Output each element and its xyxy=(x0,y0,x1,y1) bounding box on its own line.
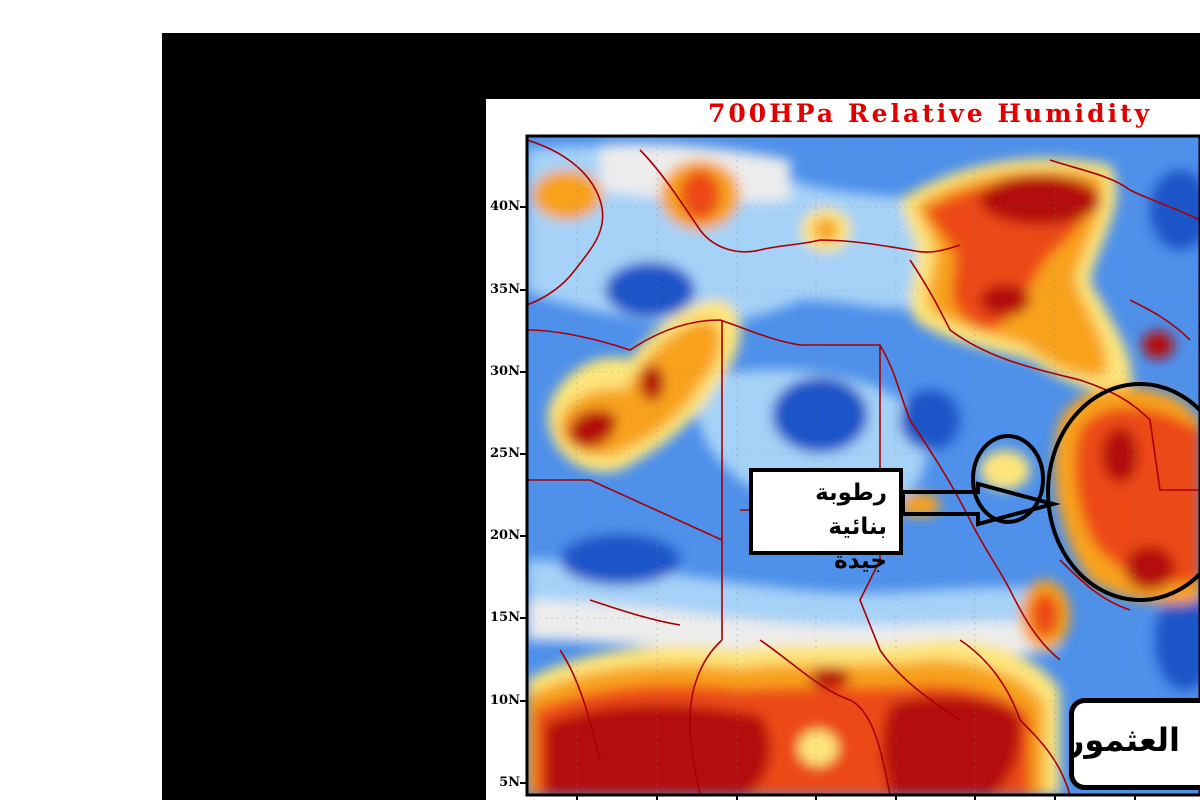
moist-turkey-orange xyxy=(814,218,838,242)
map-frame xyxy=(525,134,1200,797)
moist-saudi-core xyxy=(1102,427,1138,483)
lat-label-25n: 25N xyxy=(490,446,520,461)
annotation-circle-large xyxy=(1046,382,1200,602)
moist-saudi-core-2 xyxy=(1125,546,1175,590)
signature-name: العثمور xyxy=(1069,721,1180,759)
lat-label-40n: 40N xyxy=(490,199,520,214)
lat-label-20n: 20N xyxy=(490,528,520,543)
map-title: 700HPa Relative Humidity xyxy=(708,99,1153,128)
annotation-line-1: رطوبة بنائية xyxy=(815,480,887,540)
lat-label-10n: 10N xyxy=(490,693,520,708)
moist-libya-core xyxy=(568,409,617,448)
annotation-circle-small xyxy=(971,434,1045,524)
moist-sahel-core-center xyxy=(810,668,850,688)
moist-libya-core-2 xyxy=(640,365,664,401)
dry-core-egypt xyxy=(772,377,868,453)
dry-core-northeast xyxy=(1150,170,1200,250)
moist-italy-orange xyxy=(532,170,602,220)
moist-sudan-small xyxy=(900,493,940,517)
annotation-line-2: جيدة xyxy=(834,548,887,574)
moist-sudan-yellow xyxy=(980,450,1030,490)
axis-ticks xyxy=(520,206,1136,800)
moist-iraq-core xyxy=(980,175,1100,225)
moist-sahel-core-east xyxy=(882,696,1021,795)
moist-sahel-dry-spot xyxy=(798,730,838,766)
moist-iraq-core-2 xyxy=(980,284,1030,316)
signature-box: العثمور xyxy=(1069,698,1200,790)
lat-label-5n: 5N xyxy=(499,775,520,790)
moist-greece-core xyxy=(680,170,720,220)
annotation-box: رطوبة بنائية جيدة xyxy=(749,468,903,574)
moist-ethiopia-core xyxy=(1031,593,1059,637)
humidity-field xyxy=(527,136,1200,795)
lat-label-35n: 35N xyxy=(490,282,520,297)
moist-gulf-core xyxy=(1142,331,1174,359)
lat-label-30n: 30N xyxy=(490,364,520,379)
dry-core-libya-north xyxy=(605,262,695,318)
dry-core-red-sea xyxy=(900,390,960,450)
lat-label-15n: 15N xyxy=(490,610,520,625)
annotation-arrow xyxy=(901,481,1061,527)
moist-sahel-core-west xyxy=(545,704,771,795)
dry-core-southeast xyxy=(1155,590,1200,690)
dry-core-west xyxy=(560,535,680,585)
